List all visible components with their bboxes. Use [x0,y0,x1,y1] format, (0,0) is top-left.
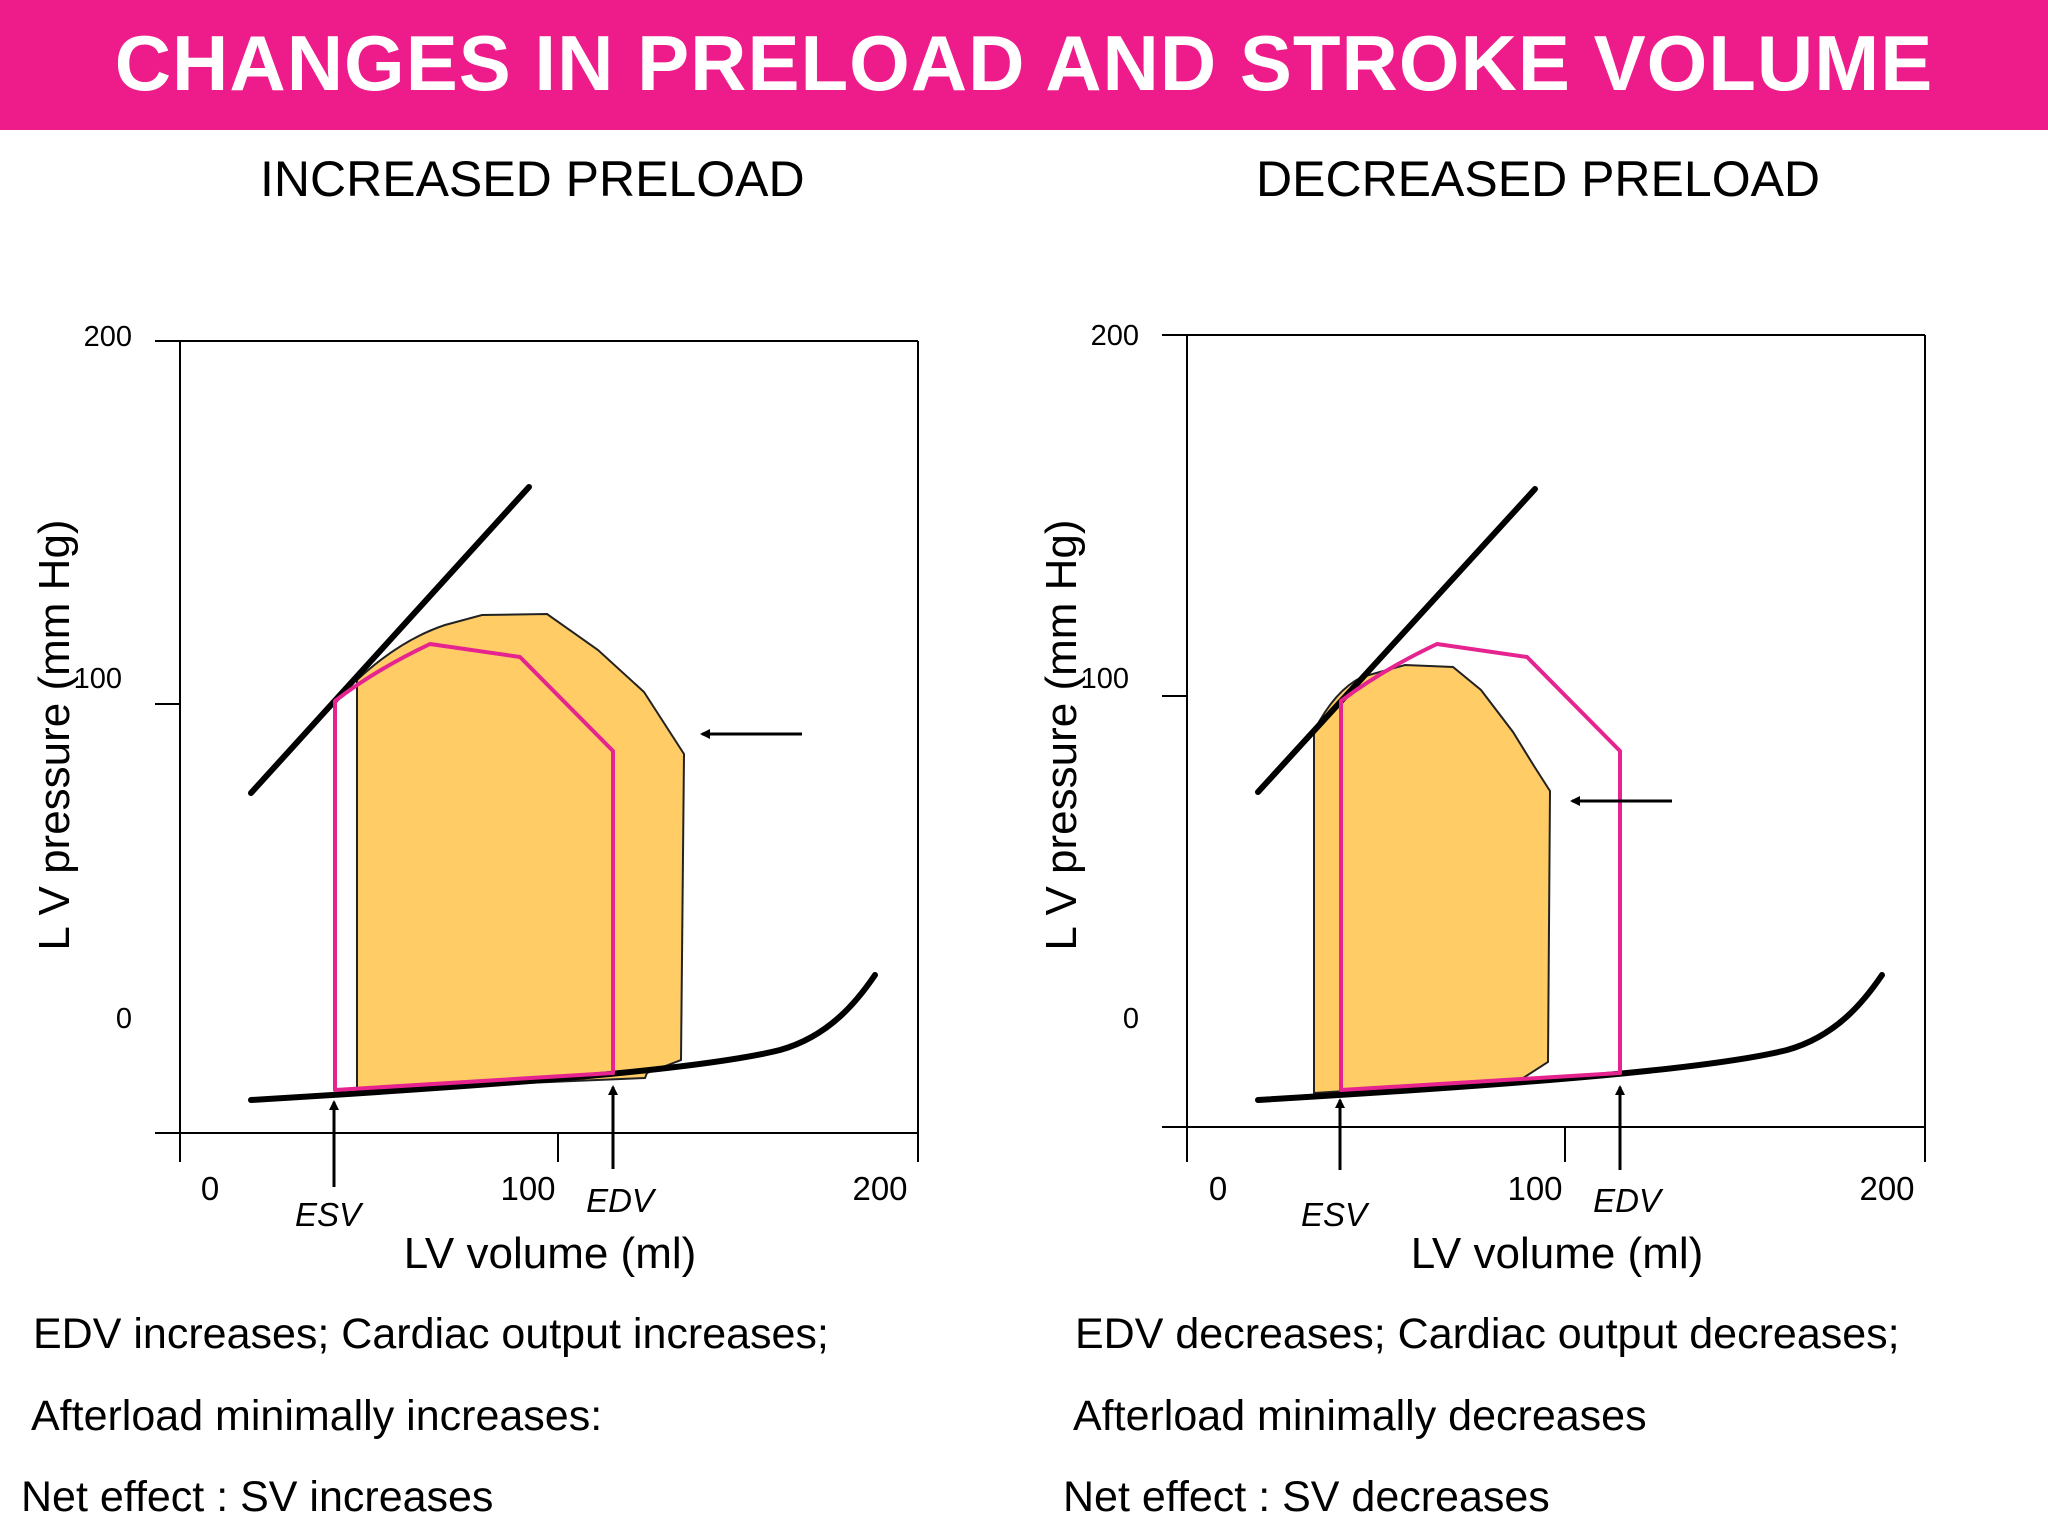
caption-left-1: EDV increases; Cardiac output increases; [33,1310,829,1358]
x-tick-label-200: 200 [1859,1170,1914,1207]
page-title: CHANGES IN PRELOAD AND STROKE VOLUME [114,18,1934,107]
caption-left-3: Net effect : SV increases [21,1473,494,1521]
caption-right-3: Net effect : SV decreases [1063,1473,1550,1521]
caption-left-2: Afterload minimally increases: [31,1392,603,1440]
pv-loop-baseline [1339,642,1622,1092]
x-tick-label-100: 100 [500,1170,555,1207]
y-tick-label-200: 200 [84,321,132,353]
edv-label: EDV [586,1182,657,1219]
x-tick-label-100: 100 [1507,1170,1562,1207]
panel-left-subtitle: INCREASED PRELOAD [260,151,805,207]
caption-right-1: EDV decreases; Cardiac output decreases; [1075,1310,1900,1358]
pv-loop-baseline [333,642,615,1092]
x-axis-title: LV volume (ml) [1411,1229,1704,1278]
x-tick-label-200: 200 [852,1170,907,1207]
edv-label: EDV [1593,1182,1664,1219]
edpvr-curve [248,972,878,1103]
y-tick-label-100: 100 [74,663,122,695]
plot-frame [155,340,919,1162]
plot-frame [1162,334,1926,1162]
x-axis-title: LV volume (ml) [404,1229,697,1278]
x-tick-label-0: 0 [201,1170,219,1207]
pv-loop-shaded [356,612,686,1092]
caption-right-2: Afterload minimally decreases [1073,1392,1647,1440]
esv-label: ESV [1301,1196,1370,1233]
y-tick-label-0: 0 [1123,1003,1139,1035]
y-tick-label-100: 100 [1081,663,1129,695]
panel-right-subtitle: DECREASED PRELOAD [1256,151,1821,207]
pv-loop-shaded [1313,663,1552,1095]
y-tick-label-0: 0 [116,1003,132,1035]
y-tick-label-200: 200 [1091,320,1139,352]
espvr-line [248,484,532,796]
y-axis-title: L V pressure (mm Hg) [1037,519,1086,950]
title-banner: CHANGES IN PRELOAD AND STROKE VOLUME [0,0,2048,130]
espvr-line [1255,486,1538,795]
x-tick-label-0: 0 [1209,1170,1227,1207]
esv-label: ESV [295,1196,364,1233]
edpvr-curve [1255,972,1885,1103]
panel-left-chart: 200 100 0 0 100 200 L V pressure (mm Hg)… [30,321,919,1278]
y-axis-title: L V pressure (mm Hg) [30,519,79,950]
panel-right-chart: 200 100 0 0 100 200 L V pressure (mm Hg)… [1037,320,1926,1278]
